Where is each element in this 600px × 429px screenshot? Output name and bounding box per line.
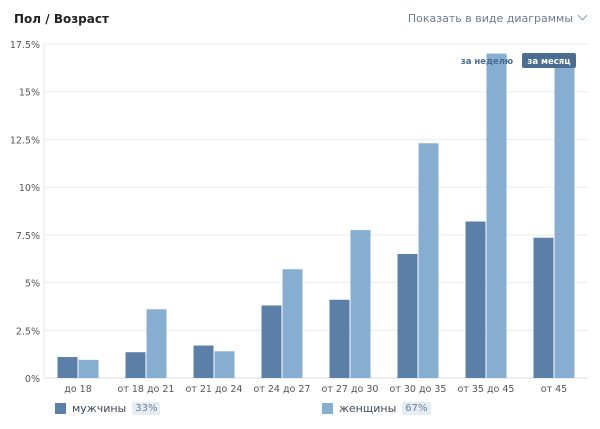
- x-tick-label: от 35 до 45: [458, 384, 515, 395]
- bar-women-1: [146, 309, 167, 378]
- bar-men-5: [397, 253, 418, 378]
- bar-women-5: [418, 143, 439, 378]
- period-tab-month[interactable]: за месяц: [527, 57, 570, 67]
- y-tick-label: 0%: [25, 374, 40, 385]
- view-toggle-label: Показать в виде диаграммы: [407, 12, 573, 25]
- bar-women-3: [282, 269, 303, 378]
- y-tick-label: 10%: [19, 183, 40, 194]
- bar-men-7: [533, 237, 554, 378]
- x-tick-label: до 18: [64, 384, 92, 395]
- legend-swatch-men: [55, 403, 66, 414]
- x-tick-label: от 45: [541, 384, 567, 395]
- y-tick-label: 17.5%: [10, 40, 40, 51]
- x-tick-label: от 27 до 30: [322, 384, 379, 395]
- y-tick-label: 2.5%: [16, 326, 40, 337]
- x-tick-label: от 21 до 24: [186, 384, 243, 395]
- y-tick-label: 7.5%: [16, 231, 40, 242]
- bar-men-6: [465, 221, 486, 378]
- x-tick-label: от 24 до 27: [254, 384, 311, 395]
- x-tick-label: от 30 до 35: [390, 384, 447, 395]
- age-gender-bar-chart: 0% 2.5% 5% 7.5% 10% 12.5% 15% 17.5% до 18 от 18 д…: [10, 40, 588, 395]
- legend-pct-men: 33%: [132, 402, 161, 415]
- bar-men-2: [193, 345, 214, 378]
- y-tick-label: 5%: [25, 279, 40, 290]
- bar-women-0: [78, 359, 99, 378]
- legend-label-women: женщины: [339, 402, 397, 415]
- y-tick-label: 12.5%: [10, 135, 40, 146]
- bar-men-3: [261, 305, 282, 378]
- legend-label-men: мужчины: [72, 402, 127, 415]
- legend-item-women[interactable]: женщины 67%: [322, 402, 431, 415]
- period-tab-month-bg[interactable]: [522, 53, 576, 68]
- bar-women-7: [554, 53, 575, 379]
- bar-women-4: [350, 230, 371, 378]
- bar-men-4: [329, 299, 350, 378]
- x-tick-label: от 18 до 21: [118, 384, 175, 395]
- widget-header: Пол / Возраст Показать в виде диаграммы: [0, 0, 600, 36]
- legend-item-men[interactable]: мужчины 33%: [55, 402, 161, 415]
- bar-women-2: [214, 351, 235, 378]
- chevron-down-icon: [577, 10, 588, 21]
- bar-women-6: [486, 53, 507, 379]
- period-tab-week[interactable]: за неделю: [461, 57, 513, 67]
- legend-swatch-women: [322, 403, 333, 414]
- bar-men-1: [125, 352, 146, 378]
- y-tick-label: 15%: [19, 88, 40, 99]
- bar-men-0: [57, 357, 78, 378]
- view-as-diagram-toggle[interactable]: Показать в виде диаграммы: [407, 10, 588, 25]
- widget-title: Пол / Возраст: [14, 12, 109, 26]
- legend-pct-women: 67%: [402, 402, 431, 415]
